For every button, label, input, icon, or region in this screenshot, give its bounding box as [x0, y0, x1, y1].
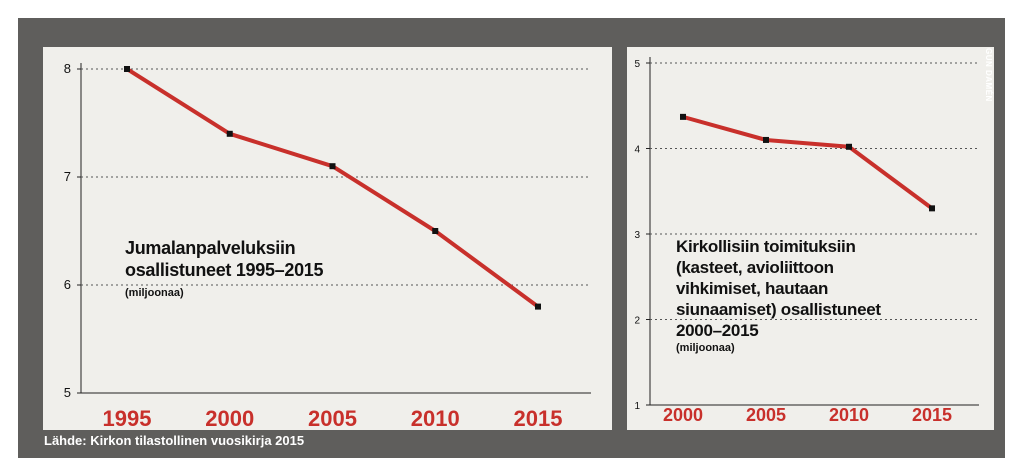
- right-title-line-1: Kirkollisiin toimituksiin: [676, 237, 856, 256]
- right-x-tick-label: 2005: [746, 405, 786, 425]
- right-x-tick-label: 2000: [663, 405, 703, 425]
- left-x-tick-label: 2010: [411, 406, 460, 431]
- right-chart-panel: 1 2 3 4 5 2000 2005 2010 2015 Kirkollisiin toimi…: [627, 47, 994, 430]
- right-title-line-4: siunaamiset) osallistuneet: [676, 300, 881, 319]
- left-title-line-1: Jumalanpalveluksiin: [125, 238, 296, 258]
- left-y-tick-label: 8: [64, 61, 71, 76]
- left-x-tick-label: 2015: [514, 406, 563, 431]
- right-title-line-5: 2000–2015: [676, 321, 759, 340]
- left-data-point: [124, 66, 130, 72]
- right-y-tick-label: 4: [634, 145, 640, 156]
- left-data-point: [329, 163, 336, 170]
- left-y-tick-label: 5: [64, 385, 71, 400]
- right-y-tick-label: 5: [634, 59, 640, 70]
- left-x-tick-label: 2005: [308, 406, 357, 431]
- right-x-tick-label: 2015: [912, 405, 952, 425]
- right-y-tick-label: 3: [634, 230, 640, 241]
- left-x-tick-label: 2000: [205, 406, 254, 431]
- right-chart-subtitle: (miljoonaa): [676, 342, 735, 354]
- photo-credit-text: GUN DAMÉN: [984, 48, 993, 102]
- left-y-tick-label: 7: [64, 169, 71, 184]
- left-chart-title: Jumalanpalveluksiin osallistuneet 1995–2…: [125, 237, 324, 281]
- photo-credit: GUN DAMÉN: [981, 48, 995, 128]
- worship-attendance-chart: 5 6 7 8 1995 2000 2005 2010 2015: [64, 61, 591, 431]
- left-data-point: [432, 228, 439, 234]
- source-note: Lähde: Kirkon tilastollinen vuosikirja 2…: [44, 433, 305, 448]
- right-chart-title: Kirkollisiin toimituksiin (kasteet, avio…: [676, 236, 881, 341]
- left-data-point: [535, 303, 541, 310]
- right-data-point: [846, 143, 852, 150]
- left-y-tick-label: 6: [64, 277, 71, 292]
- right-x-tick-label: 2010: [829, 405, 869, 425]
- left-data-point: [226, 130, 233, 137]
- right-data-point: [680, 113, 686, 120]
- right-title-line-3: vihkimiset, hautaan: [676, 279, 829, 298]
- left-title-line-2: osallistuneet 1995–2015: [125, 260, 324, 280]
- right-data-point: [929, 205, 935, 212]
- right-y-tick-label: 1: [634, 401, 640, 412]
- left-chart-panel: 5 6 7 8 1995 2000 2005 2010 2015 Jumalanpalveluk…: [43, 47, 612, 431]
- left-x-tick-label: 1995: [103, 406, 152, 431]
- left-chart-subtitle: (miljoonaa): [125, 287, 184, 299]
- right-series-line: [682, 114, 934, 210]
- right-data-point: [763, 136, 769, 143]
- right-y-tick-label: 2: [634, 316, 640, 327]
- right-title-line-2: (kasteet, avioliittoon: [676, 258, 834, 277]
- church-ceremonies-chart: 1 2 3 4 5 2000 2005 2010 2015: [634, 57, 979, 425]
